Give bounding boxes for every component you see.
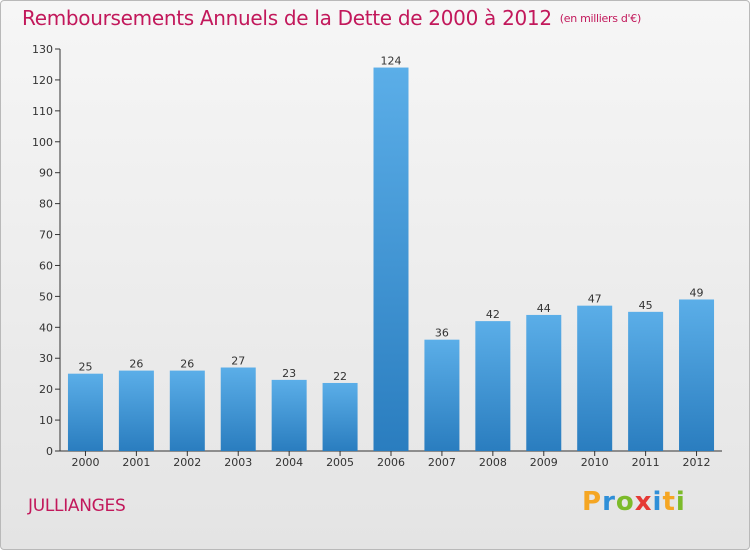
data-label: 124 xyxy=(381,55,402,68)
data-label: 27 xyxy=(231,355,245,368)
x-tick-label: 2009 xyxy=(530,456,558,469)
bar xyxy=(220,367,256,451)
bar xyxy=(424,339,460,451)
y-tick-label: 20 xyxy=(39,383,53,396)
chart-title: Remboursements Annuels de la Dette de 20… xyxy=(22,6,641,30)
bar xyxy=(373,67,409,452)
x-tick-label: 2003 xyxy=(224,456,252,469)
bar xyxy=(475,321,511,451)
y-tick-label: 100 xyxy=(32,136,53,149)
bar xyxy=(67,373,103,451)
logo-letter: o xyxy=(615,487,635,517)
data-label: 42 xyxy=(486,308,500,321)
bar xyxy=(118,370,154,451)
data-label: 45 xyxy=(639,299,653,312)
unit-label: (en milliers d'€) xyxy=(559,12,641,25)
y-tick-label: 30 xyxy=(39,352,53,365)
logo-letter: x xyxy=(634,487,653,517)
data-label: 44 xyxy=(537,302,551,315)
data-label: 22 xyxy=(333,370,347,383)
x-tick-label: 2002 xyxy=(173,456,201,469)
y-tick-label: 50 xyxy=(39,290,53,303)
y-tick-label: 80 xyxy=(39,198,53,211)
bar xyxy=(169,370,205,451)
bar xyxy=(628,311,664,451)
y-tick-label: 110 xyxy=(32,105,53,118)
y-tick-label: 70 xyxy=(39,229,53,242)
data-label: 49 xyxy=(690,286,704,299)
y-tick-label: 40 xyxy=(39,321,53,334)
x-tick-label: 2001 xyxy=(122,456,150,469)
x-tick-label: 2004 xyxy=(275,456,303,469)
data-label: 25 xyxy=(78,361,92,374)
chart-data-labels: 25 26 26 27 23 22 124 36 42 44 47 45 49 xyxy=(78,55,703,383)
logo-letter: i xyxy=(675,487,686,517)
x-tick-label: 2006 xyxy=(377,456,405,469)
y-tick-label: 90 xyxy=(39,167,53,180)
proxiti-logo[interactable]: Proxiti xyxy=(582,487,686,517)
x-tick-label: 2010 xyxy=(581,456,609,469)
x-tick-label: 2000 xyxy=(71,456,99,469)
chart-bars xyxy=(67,67,715,452)
x-tick-label: 2007 xyxy=(428,456,456,469)
x-tick-label: 2011 xyxy=(632,456,660,469)
y-tick-label: 60 xyxy=(39,259,53,272)
title-text: Remboursements Annuels de la Dette de 20… xyxy=(22,6,552,30)
y-tick-label: 130 xyxy=(32,43,53,56)
bar xyxy=(526,314,562,451)
commune-name: JULLIANGES xyxy=(28,496,126,516)
logo-letter: t xyxy=(662,487,676,517)
bar xyxy=(322,382,358,451)
y-tick-label: 10 xyxy=(39,414,53,427)
logo-letter: i xyxy=(652,487,663,517)
y-tick-label: 120 xyxy=(32,74,53,87)
logo-letter: r xyxy=(602,487,616,517)
logo-letter: P xyxy=(582,487,603,517)
x-tick-label: 2005 xyxy=(326,456,354,469)
data-label: 26 xyxy=(129,358,143,371)
bar xyxy=(271,379,307,451)
x-tick-label: 2012 xyxy=(683,456,711,469)
data-label: 47 xyxy=(588,293,602,306)
y-tick-label: 0 xyxy=(46,445,53,458)
bar xyxy=(679,299,715,451)
data-label: 36 xyxy=(435,327,449,340)
data-label: 26 xyxy=(180,358,194,371)
x-tick-label: 2008 xyxy=(479,456,507,469)
bar xyxy=(577,305,613,451)
data-label: 23 xyxy=(282,367,296,380)
